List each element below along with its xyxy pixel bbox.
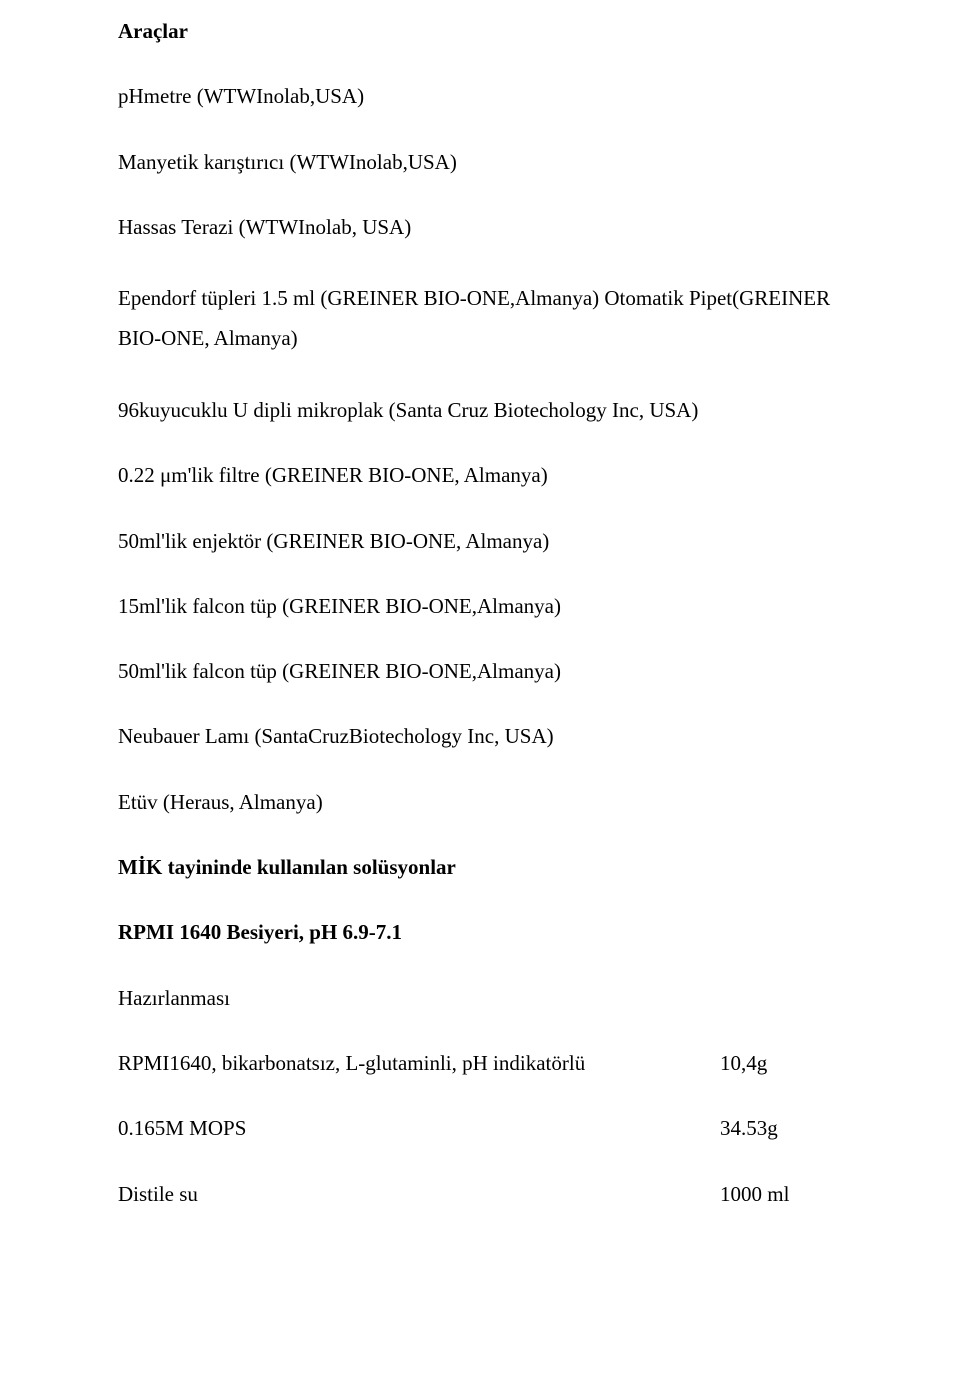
subheading-hazirlanmasi: Hazırlanması [118, 985, 840, 1012]
recipe-label: RPMI1640, bikarbonatsız, L-glutaminli, p… [118, 1050, 720, 1077]
recipe-amount: 10,4g [720, 1050, 840, 1077]
item-ependorf-pipet: Ependorf tüpleri 1.5 ml (GREINER BIO-ONE… [118, 279, 840, 359]
item-enjektor: 50ml'lik enjektör (GREINER BIO-ONE, Alma… [118, 528, 840, 555]
item-falcon50: 50ml'lik falcon tüp (GREINER BIO-ONE,Alm… [118, 658, 840, 685]
item-etuv: Etüv (Heraus, Almanya) [118, 789, 840, 816]
section-heading-solusyonlar: MİK tayininde kullanılan solüsyonlar [118, 854, 840, 881]
item-karistirici: Manyetik karıştırıcı (WTWInolab,USA) [118, 149, 840, 176]
recipe-amount: 1000 ml [720, 1181, 840, 1208]
recipe-row-su: Distile su 1000 ml [118, 1181, 840, 1208]
item-falcon15: 15ml'lik falcon tüp (GREINER BIO-ONE,Alm… [118, 593, 840, 620]
item-mikroplak: 96kuyucuklu U dipli mikroplak (Santa Cru… [118, 397, 840, 424]
recipe-label: Distile su [118, 1181, 720, 1208]
recipe-label: 0.165M MOPS [118, 1115, 720, 1142]
item-filtre: 0.22 μm'lik filtre (GREINER BIO-ONE, Alm… [118, 462, 840, 489]
recipe-row-rpmi: RPMI1640, bikarbonatsız, L-glutaminli, p… [118, 1050, 840, 1077]
item-phmetre: pHmetre (WTWInolab,USA) [118, 83, 840, 110]
section-heading-rpmi: RPMI 1640 Besiyeri, pH 6.9-7.1 [118, 919, 840, 946]
recipe-amount: 34.53g [720, 1115, 840, 1142]
item-neubauer: Neubauer Lamı (SantaCruzBiotechology Inc… [118, 723, 840, 750]
section-heading-araclar: Araçlar [118, 18, 840, 45]
item-terazi: Hassas Terazi (WTWInolab, USA) [118, 214, 840, 241]
recipe-row-mops: 0.165M MOPS 34.53g [118, 1115, 840, 1142]
